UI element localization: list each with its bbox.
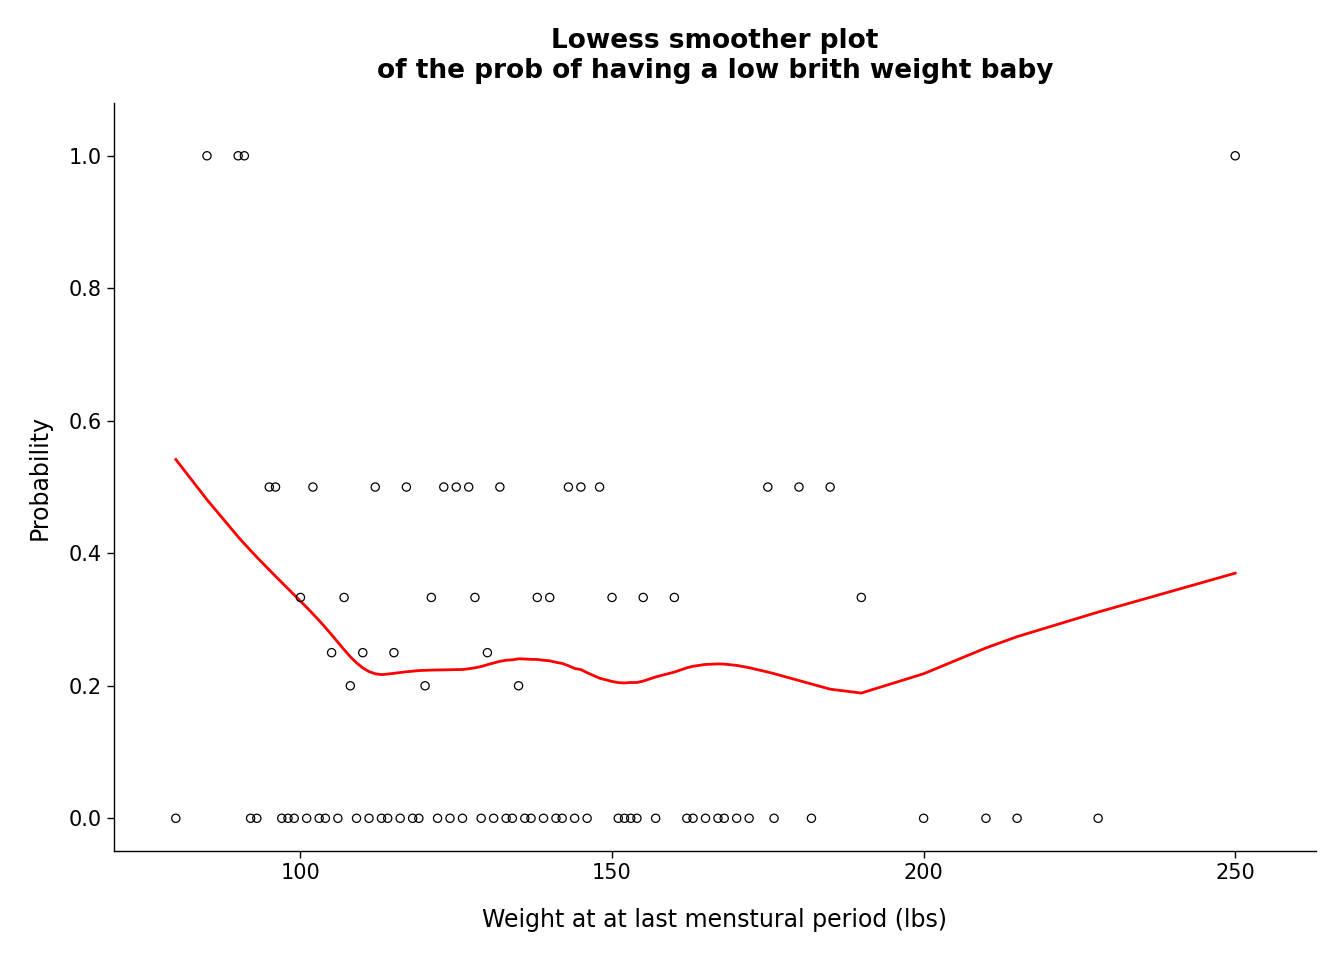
Point: [577, 810, 598, 826]
Point: [352, 645, 374, 660]
Point: [501, 810, 523, 826]
Point: [520, 810, 542, 826]
Point: [763, 810, 785, 826]
Point: [607, 810, 629, 826]
Point: [620, 810, 641, 826]
Point: [290, 589, 312, 605]
X-axis label: Weight at at last menstural period (lbs): Weight at at last menstural period (lbs): [482, 908, 948, 932]
Point: [551, 810, 573, 826]
Point: [321, 645, 343, 660]
Point: [801, 810, 823, 826]
Point: [820, 479, 841, 494]
Point: [165, 810, 187, 826]
Point: [458, 479, 480, 494]
Point: [496, 810, 517, 826]
Point: [445, 479, 466, 494]
Point: [614, 810, 636, 826]
Point: [626, 810, 648, 826]
Point: [421, 589, 442, 605]
Point: [707, 810, 728, 826]
Point: [726, 810, 747, 826]
Point: [546, 810, 567, 826]
Point: [757, 479, 778, 494]
Point: [308, 810, 329, 826]
Point: [1224, 148, 1246, 163]
Point: [258, 479, 280, 494]
Point: [527, 589, 548, 605]
Point: [246, 810, 267, 826]
Point: [296, 810, 317, 826]
Point: [345, 810, 367, 826]
Point: [532, 810, 554, 826]
Point: [402, 810, 423, 826]
Point: [359, 810, 380, 826]
Point: [489, 479, 511, 494]
Point: [364, 479, 386, 494]
Point: [284, 810, 305, 826]
Point: [570, 479, 591, 494]
Point: [409, 810, 430, 826]
Point: [539, 589, 560, 605]
Point: [676, 810, 698, 826]
Point: [714, 810, 735, 826]
Point: [482, 810, 504, 826]
Point: [589, 479, 610, 494]
Point: [452, 810, 473, 826]
Point: [1007, 810, 1028, 826]
Point: [645, 810, 667, 826]
Point: [558, 479, 579, 494]
Point: [788, 479, 809, 494]
Point: [633, 589, 655, 605]
Point: [327, 810, 348, 826]
Point: [340, 678, 362, 693]
Point: [383, 645, 405, 660]
Point: [664, 589, 685, 605]
Point: [976, 810, 997, 826]
Point: [1087, 810, 1109, 826]
Point: [271, 810, 293, 826]
Point: [277, 810, 298, 826]
Point: [395, 479, 417, 494]
Point: [371, 810, 392, 826]
Point: [302, 479, 324, 494]
Point: [695, 810, 716, 826]
Point: [683, 810, 704, 826]
Point: [433, 479, 454, 494]
Point: [851, 589, 872, 605]
Point: [508, 678, 530, 693]
Point: [564, 810, 586, 826]
Title: Lowess smoother plot
of the prob of having a low brith weight baby: Lowess smoother plot of the prob of havi…: [376, 28, 1054, 84]
Point: [470, 810, 492, 826]
Point: [439, 810, 461, 826]
Point: [333, 589, 355, 605]
Point: [513, 810, 535, 826]
Point: [196, 148, 218, 163]
Point: [427, 810, 449, 826]
Point: [464, 589, 485, 605]
Point: [376, 810, 398, 826]
Point: [738, 810, 759, 826]
Point: [227, 148, 249, 163]
Point: [265, 479, 286, 494]
Point: [390, 810, 411, 826]
Point: [477, 645, 499, 660]
Point: [314, 810, 336, 826]
Point: [601, 589, 622, 605]
Point: [414, 678, 435, 693]
Y-axis label: Probability: Probability: [28, 415, 52, 540]
Point: [239, 810, 261, 826]
Point: [913, 810, 934, 826]
Point: [234, 148, 255, 163]
